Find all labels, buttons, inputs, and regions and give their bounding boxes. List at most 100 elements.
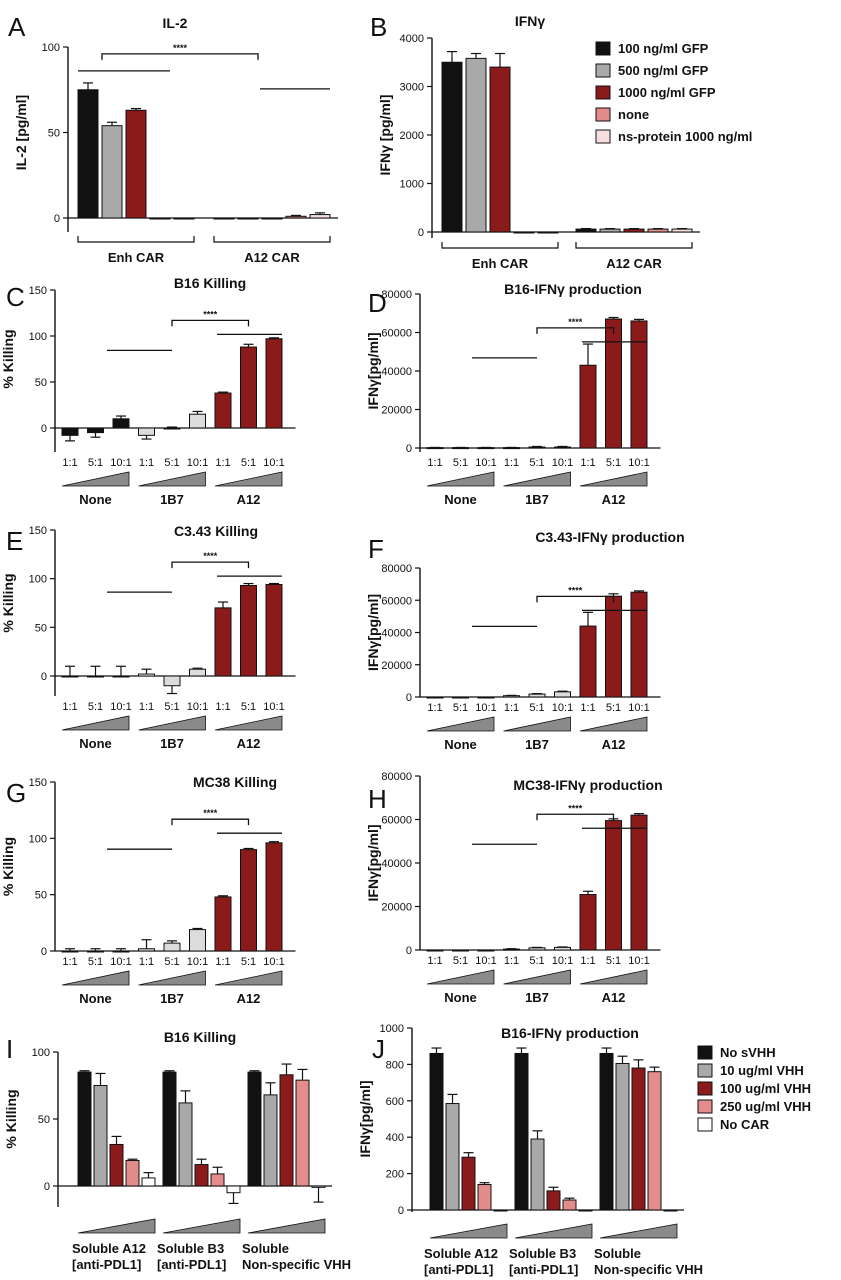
chart-a-group-bracket <box>77 236 195 243</box>
chart-j-wedge <box>514 1223 593 1239</box>
legend-j-swatch <box>697 1117 713 1132</box>
chart-i-panel-label: I <box>6 1034 13 1064</box>
chart-j-wedge <box>599 1223 678 1239</box>
chart-c-ratio-label: 5:1 <box>88 457 103 469</box>
chart-j-bar <box>631 1067 646 1211</box>
chart-f-bar <box>426 696 444 699</box>
chart-j-panel-label: J <box>372 1034 385 1064</box>
chart-c-ratio-label: 10:1 <box>187 457 208 469</box>
chart-g-bar <box>163 942 181 952</box>
chart-b-bar <box>513 231 535 234</box>
chart-c-ytick-label: 100 <box>29 331 47 343</box>
chart-d-ratio-label: 5:1 <box>529 457 544 469</box>
chart-c-ratio-label: 1:1 <box>139 457 154 469</box>
chart-d-ytick-label: 80000 <box>381 289 412 301</box>
chart-h-bar <box>630 814 648 951</box>
chart-i-group-label: Soluble B3 <box>157 1241 224 1256</box>
chart-h-ytick-label: 0 <box>406 945 412 957</box>
chart-g-ratio-label: 5:1 <box>88 956 103 968</box>
legend-b-label: 100 ng/ml GFP <box>618 41 709 56</box>
chart-d-ratio-label: 5:1 <box>453 457 468 469</box>
chart-e-panel-label: E <box>6 526 23 556</box>
chart-j-bar <box>493 1209 508 1212</box>
chart-f-ratio-label: 1:1 <box>427 702 442 714</box>
chart-f-wedge <box>503 716 571 732</box>
chart-i-group-label: Soluble A12 <box>72 1241 146 1256</box>
chart-a-bar <box>149 217 171 220</box>
chart-i-wedge <box>77 1218 156 1234</box>
chart-b-bar <box>575 228 597 233</box>
chart-e-bar <box>138 673 155 677</box>
chart-d-bar <box>554 446 571 449</box>
chart-e-bar <box>163 675 181 687</box>
chart-h-ytick-label: 20000 <box>381 902 412 914</box>
chart-e-ratio-label: 5:1 <box>88 701 103 713</box>
chart-f-group-label: None <box>444 737 477 752</box>
chart-h-ratio-label: 5:1 <box>453 955 468 967</box>
chart-j-title: B16-IFNγ production <box>501 1025 639 1041</box>
chart-f-ytick-label: 40000 <box>381 628 412 640</box>
chart-d-ratio-label: 1:1 <box>504 457 519 469</box>
legend-b-label: none <box>618 107 649 122</box>
legend-j: No sVHH 10 ug/ml VHH 100 ug/ml VHH 250 ug/m… <box>697 1045 811 1132</box>
chart-i-group-label: Soluble <box>242 1241 289 1256</box>
chart-d-bar <box>528 446 546 449</box>
chart-f-ytick-label: 60000 <box>381 595 412 607</box>
chart-j-group-label: [anti-PDL1] <box>509 1262 578 1277</box>
chart-j-group-label: Non-specific VHH <box>594 1262 703 1277</box>
chart-g-bar <box>240 849 257 952</box>
chart-h-ytick-label: 40000 <box>381 858 412 870</box>
chart-f-ratio-label: 1:1 <box>504 702 519 714</box>
chart-f-bar <box>477 696 495 699</box>
chart-e-sig-bracket <box>171 561 250 569</box>
chart-g-bar <box>214 896 232 952</box>
chart-j-ytick-label: 400 <box>386 1132 404 1144</box>
chart-d-bar <box>605 318 622 449</box>
chart-i-ytick-label: 50 <box>38 1114 50 1126</box>
chart-c-ylabel: % Killing <box>0 329 16 388</box>
chart-e-ratio-label: 1:1 <box>62 701 77 713</box>
chart-e-bar <box>240 584 257 677</box>
chart-g-ratio-label: 10:1 <box>187 956 208 968</box>
chart-c-group-label: 1B7 <box>160 492 184 507</box>
chart-j-ytick-label: 800 <box>386 1059 404 1071</box>
chart-i-ytick-label: 0 <box>44 1181 50 1193</box>
chart-i-bar <box>263 1094 278 1187</box>
legend-j-label: No CAR <box>720 1117 770 1132</box>
chart-a-group-label: Enh CAR <box>108 250 165 265</box>
chart-f-bar <box>605 595 622 698</box>
chart-h-group-label: A12 <box>602 990 626 1005</box>
chart-g-ratio-label: 10:1 <box>110 956 131 968</box>
chart-g-group-label: None <box>79 991 112 1006</box>
chart-h-ratio-label: 10:1 <box>552 955 573 967</box>
chart-h-bar <box>554 946 571 951</box>
chart-e-ratio-label: 10:1 <box>187 701 208 713</box>
chart-d-ytick-label: 20000 <box>381 405 412 417</box>
chart-d-title: B16-IFNγ production <box>504 281 642 297</box>
chart-b-bar <box>489 66 511 233</box>
chart-e-ytick-label: 100 <box>29 574 47 586</box>
chart-e-ytick-label: 150 <box>29 525 47 537</box>
chart-f-bar <box>630 591 648 698</box>
chart-g-sig-bracket <box>171 818 250 826</box>
legend-j-swatch <box>697 1063 713 1078</box>
chart-c-bar <box>189 413 206 429</box>
chart-b-group-bracket <box>575 242 693 249</box>
chart-d-ratio-label: 1:1 <box>580 457 595 469</box>
chart-a-bar <box>213 217 235 220</box>
chart-d-ytick-label: 0 <box>406 443 412 455</box>
chart-j-bar <box>599 1052 614 1211</box>
chart-d: D B16-IFNγ production IFNγ[pg/ml] 0 20000 400… <box>365 281 661 507</box>
chart-a-sig-label: **** <box>173 43 188 53</box>
chart-e-ytick-label: 0 <box>41 671 47 683</box>
chart-h-ylabel: IFNγ[pg/ml] <box>365 825 381 902</box>
chart-a-ylabel: IL-2 [pg/ml] <box>13 95 29 170</box>
chart-b-group-bracket <box>441 242 559 249</box>
legend-b-swatch <box>595 63 611 78</box>
chart-c-panel-label: C <box>6 282 25 312</box>
chart-h-ytick-label: 80000 <box>381 771 412 783</box>
chart-i-bar <box>162 1071 177 1187</box>
legend-j-label: No sVHH <box>720 1045 776 1060</box>
chart-g-title: MC38 Killing <box>193 774 277 790</box>
chart-c-sig-label: **** <box>203 309 218 319</box>
